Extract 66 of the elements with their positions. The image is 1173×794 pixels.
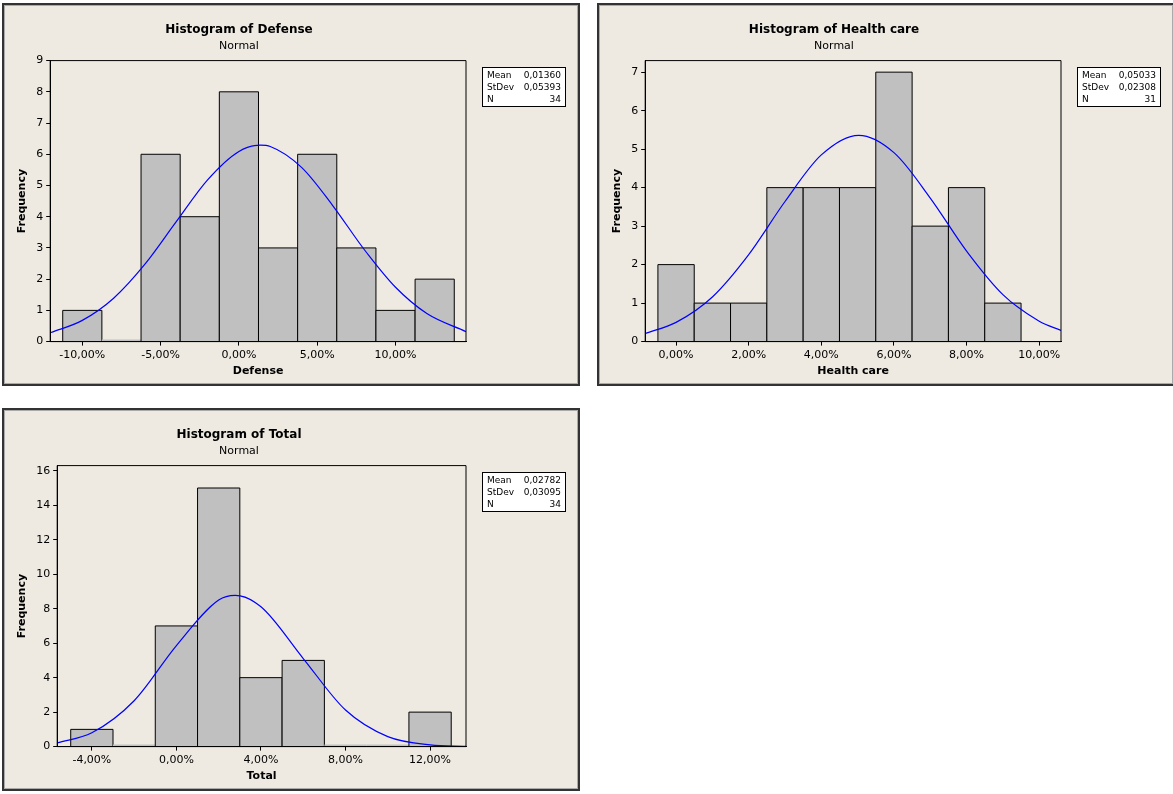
y-axis-title: Frequency	[610, 168, 624, 234]
x-tick-label: 0,00%	[658, 348, 694, 362]
text: Mean 0,02782	[487, 475, 561, 485]
y-tick-label: 5	[631, 141, 639, 155]
y-tick-label: 9	[36, 53, 44, 67]
y-tick-label: 0	[43, 739, 51, 753]
y-tick-label: 2	[43, 704, 51, 718]
chart-title: Histogram of Defense	[165, 22, 313, 37]
y-tick-label: 8	[36, 84, 44, 98]
text: Mean 0,01360	[487, 70, 561, 80]
x-axis-title: Health care	[817, 364, 889, 378]
y-tick-label: 10	[36, 567, 51, 581]
x-tick-label: 10,00%	[1018, 348, 1061, 362]
x-tick-label: -10,00%	[59, 348, 106, 362]
text: N 34	[487, 499, 561, 509]
y-axis-title: Frequency	[15, 168, 29, 234]
y-tick-label: 0	[631, 334, 639, 348]
y-tick-label: 0	[36, 334, 44, 348]
y-tick-label: 5	[36, 178, 44, 192]
line-series	[50, 144, 466, 334]
y-axis-title: Frequency	[15, 573, 29, 639]
y-tick-label: 4	[631, 180, 639, 194]
y-tick-label: 12	[36, 532, 51, 546]
x-tick-label: 12,00%	[409, 753, 452, 767]
chart-subtitle: Normal	[814, 38, 854, 52]
x-tick-label: 2,00%	[731, 348, 767, 362]
x-tick-label: -4,00%	[72, 753, 112, 767]
text: N 31	[1082, 94, 1156, 104]
y-tick-label: 14	[36, 498, 51, 512]
y-tick-label: 2	[36, 272, 44, 286]
y-tick-label: 8	[43, 601, 51, 615]
x-tick-label: 4,00%	[803, 348, 839, 362]
y-tick-label: 3	[631, 218, 639, 232]
y-tick-label: 7	[36, 115, 44, 129]
chart-title: Histogram of Health care	[748, 22, 920, 37]
chart-title: Histogram of Total	[176, 427, 302, 442]
chart-subtitle: Normal	[219, 38, 259, 52]
text: StDev 0,05393	[487, 81, 561, 93]
y-tick-label: 6	[631, 103, 639, 117]
x-axis-title: Defense	[232, 364, 284, 378]
y-tick-label: 1	[631, 295, 639, 309]
x-tick-label: 0,00%	[221, 348, 257, 362]
y-tick-label: 6	[43, 636, 51, 650]
y-tick-label: 1	[36, 303, 44, 317]
x-tick-label: 8,00%	[949, 348, 985, 362]
y-tick-label: 4	[43, 670, 51, 684]
y-tick-label: 16	[36, 463, 51, 477]
y-tick-label: 2	[631, 257, 639, 271]
text: Mean 0,05033	[1082, 70, 1156, 80]
y-tick-label: 4	[36, 209, 44, 223]
chart-subtitle: Normal	[219, 443, 259, 457]
y-tick-label: 6	[36, 147, 44, 161]
text: StDev 0,02308	[1082, 81, 1156, 93]
x-tick-label: 8,00%	[328, 753, 363, 767]
x-tick-label: 4,00%	[243, 753, 279, 767]
line-series	[645, 134, 1061, 335]
y-tick-label: 3	[36, 240, 44, 254]
y-tick-label: 7	[631, 65, 639, 79]
x-tick-label: 0,00%	[158, 753, 194, 767]
x-tick-label: 6,00%	[876, 348, 912, 362]
x-tick-label: 10,00%	[374, 348, 417, 362]
x-tick-label: -5,00%	[141, 348, 181, 362]
text: StDev 0,03095	[487, 486, 561, 498]
text: N 34	[487, 94, 561, 104]
x-tick-label: 5,00%	[299, 348, 335, 362]
x-axis-title: Total	[246, 769, 277, 783]
